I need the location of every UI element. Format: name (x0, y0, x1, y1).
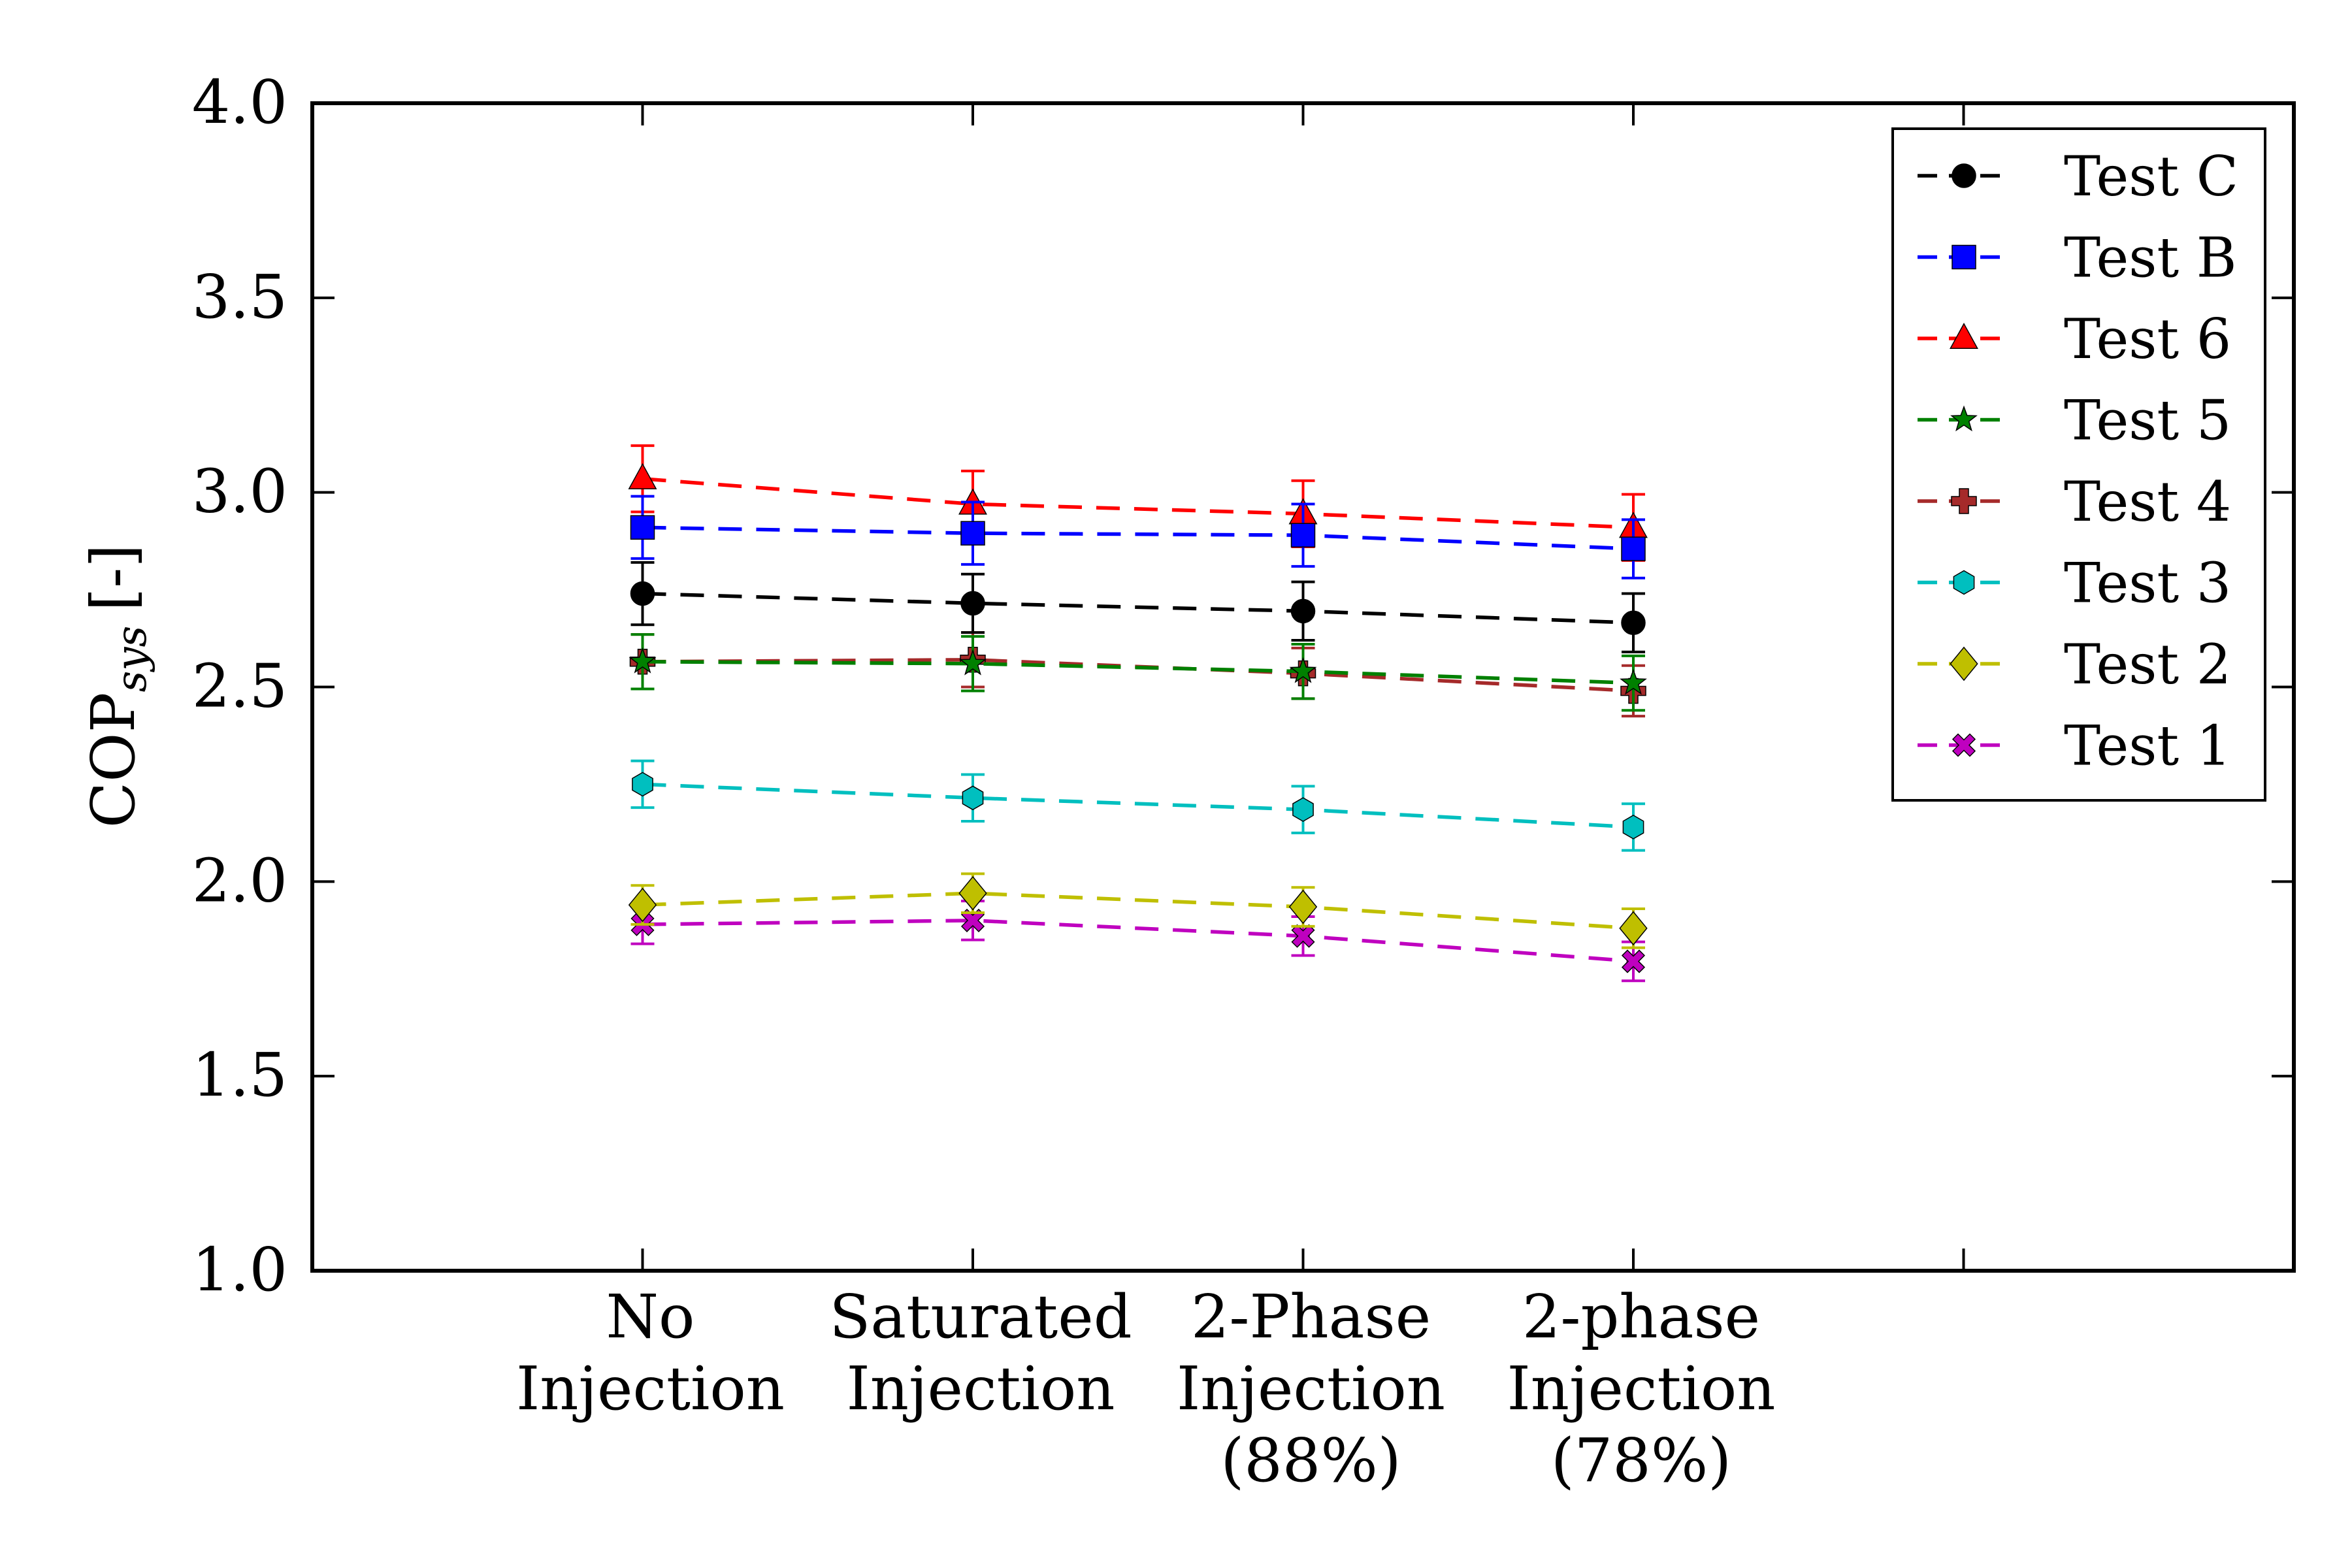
series-line (642, 525, 1634, 551)
series-line (642, 919, 1634, 964)
legend-marker (1952, 244, 1976, 270)
data-point (632, 772, 653, 797)
data-point (960, 908, 985, 932)
legend-entry: Test C (1918, 144, 2238, 208)
y-tick-label: 4.0 (192, 67, 287, 137)
legend-label: Test 3 (2064, 551, 2231, 615)
data-point (628, 887, 657, 923)
legend-label: Test 5 (2064, 389, 2231, 453)
legend-marker (1950, 646, 1978, 681)
data-point (1621, 949, 1646, 973)
y-tick-label: 3.5 (192, 262, 287, 332)
y-axis-label: COPsys[-] (78, 544, 156, 828)
legend-entry: Test B (1918, 226, 2237, 290)
y-tick-label: 1.0 (192, 1235, 287, 1305)
x-tick-label: Injection (1507, 1354, 1775, 1424)
legend-label: Test 2 (2064, 632, 2231, 696)
data-point (1619, 911, 1648, 946)
series-test-3 (630, 759, 1645, 852)
legend-marker (1951, 488, 1977, 514)
legend-box (1891, 127, 2266, 802)
legend-label: Test 1 (2064, 714, 2231, 778)
series-test-5 (629, 633, 1647, 712)
y-axis-label-unit: [-] (78, 544, 148, 612)
data-point (960, 591, 985, 616)
legend-marker (1952, 163, 1976, 188)
legend-entry: Test 3 (1918, 551, 2231, 615)
legend-label: Test 4 (2064, 470, 2231, 534)
data-point (1620, 668, 1647, 695)
y-tick-label: 2.5 (192, 651, 287, 721)
y-axis-label-subscript: sys (108, 626, 156, 693)
series-line (642, 782, 1634, 829)
data-point (962, 785, 984, 811)
series-line (642, 591, 1634, 625)
legend-marker (1950, 322, 1978, 350)
legend: Test C Test B Test 6 Test 5 Test 4 Test 3 Test… (1891, 127, 2266, 802)
data-point (1290, 598, 1316, 624)
legend-entry: Test 5 (1918, 389, 2231, 453)
x-tick-label: Injection (1177, 1354, 1445, 1424)
y-tick-label: 2.0 (192, 845, 287, 915)
data-point (1290, 523, 1316, 547)
series-line (642, 658, 1634, 693)
legend-marker (1952, 733, 1976, 757)
x-tick-label: 2-phase (1522, 1282, 1760, 1352)
data-point (630, 581, 655, 606)
legend-entry: Test 1 (1918, 714, 2231, 778)
legend-marker (1953, 570, 1975, 595)
data-point (628, 463, 657, 489)
legend-entry: Test 2 (1918, 632, 2231, 696)
series-test-2 (628, 872, 1648, 949)
plot-area (628, 444, 1648, 983)
data-point (1622, 815, 1644, 840)
axis-ticks: 1.01.52.02.53.03.54.0NoInjectionSaturate… (192, 67, 2294, 1495)
data-point (1292, 797, 1314, 822)
legend-label: Test C (2064, 144, 2238, 208)
data-point (1621, 610, 1646, 635)
legend-entry: Test 4 (1918, 470, 2231, 534)
series-line (642, 477, 1634, 530)
data-point (958, 875, 987, 911)
x-tick-label: (78%) (1551, 1426, 1731, 1495)
data-point (629, 647, 657, 674)
x-tick-label: No (606, 1282, 695, 1352)
series-test-b (630, 495, 1646, 580)
y-tick-label: 3.0 (192, 457, 287, 527)
x-tick-label: Injection (516, 1354, 785, 1424)
data-point (960, 521, 985, 546)
y-tick-label: 1.5 (192, 1040, 287, 1110)
series-test-c (630, 561, 1646, 653)
legend-entry: Test 6 (1918, 307, 2231, 371)
data-point (1288, 889, 1318, 924)
series-line (642, 891, 1634, 930)
data-point (630, 515, 655, 540)
data-point (1291, 924, 1315, 948)
legend-label: Test B (2064, 226, 2237, 290)
data-point (959, 649, 987, 676)
x-tick-label: Injection (846, 1354, 1115, 1424)
legend-marker (1950, 405, 1978, 432)
series-line (642, 660, 1634, 685)
x-tick-label: Saturated (829, 1282, 1132, 1352)
series-test-4 (629, 631, 1646, 718)
legend-label: Test 6 (2064, 307, 2231, 371)
x-tick-label: 2-Phase (1191, 1282, 1431, 1352)
data-point (1621, 536, 1646, 561)
x-tick-label: (88%) (1220, 1426, 1401, 1495)
data-point (1289, 657, 1317, 683)
series-test-1 (630, 900, 1646, 983)
